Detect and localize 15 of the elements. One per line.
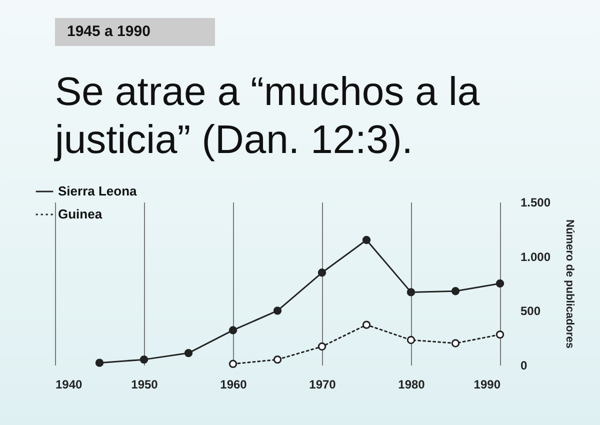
chart-subtitle: 1945 a 1990 — [55, 18, 215, 46]
y-tick-label: 500 — [520, 304, 541, 318]
x-tick-label: 1990 — [474, 378, 501, 392]
y-axis-title: Número de publicadores — [564, 220, 576, 348]
y-tick-label: 1.000 — [520, 250, 551, 264]
x-tick-label: 1970 — [309, 378, 336, 392]
x-tick-label: 1940 — [56, 378, 83, 392]
x-tick-label: 1960 — [220, 378, 248, 392]
legend-label: Sierra Leona — [58, 184, 138, 198]
x-tick-label: 1950 — [131, 378, 158, 392]
chart-title: Se atrae a “muchos a la justicia” (Dan. 12:3). — [55, 69, 481, 164]
y-tick-label: 0 — [520, 358, 528, 372]
y-tick-label: 1.500 — [520, 196, 551, 210]
x-tick-label: 1980 — [398, 378, 426, 392]
legend-label: Guinea — [58, 206, 103, 222]
